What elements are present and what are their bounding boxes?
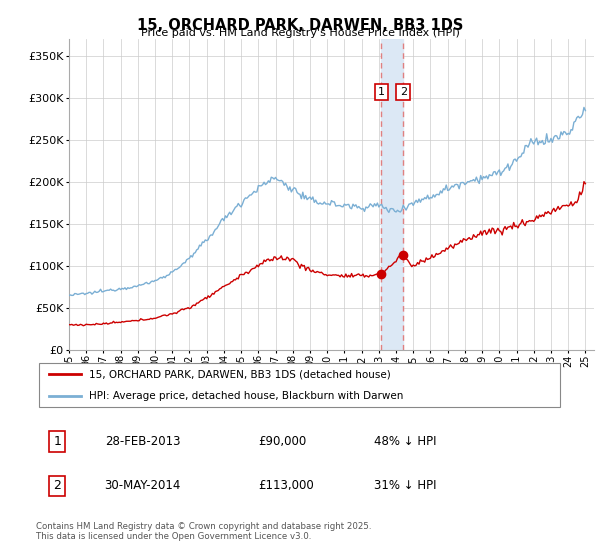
Text: 2: 2 bbox=[53, 479, 61, 492]
Text: £113,000: £113,000 bbox=[258, 479, 314, 492]
Text: 1: 1 bbox=[378, 87, 385, 97]
Text: 15, ORCHARD PARK, DARWEN, BB3 1DS: 15, ORCHARD PARK, DARWEN, BB3 1DS bbox=[137, 18, 463, 33]
Text: 1: 1 bbox=[53, 435, 61, 448]
Text: Contains HM Land Registry data © Crown copyright and database right 2025.
This d: Contains HM Land Registry data © Crown c… bbox=[36, 522, 371, 542]
Text: £90,000: £90,000 bbox=[258, 435, 306, 448]
Text: 30-MAY-2014: 30-MAY-2014 bbox=[104, 479, 181, 492]
Bar bbox=[382, 39, 403, 350]
Text: HPI: Average price, detached house, Blackburn with Darwen: HPI: Average price, detached house, Blac… bbox=[89, 391, 403, 401]
Text: 48% ↓ HPI: 48% ↓ HPI bbox=[374, 435, 436, 448]
Text: Price paid vs. HM Land Registry's House Price Index (HPI): Price paid vs. HM Land Registry's House … bbox=[140, 28, 460, 38]
Text: 2: 2 bbox=[400, 87, 407, 97]
Text: 28-FEB-2013: 28-FEB-2013 bbox=[104, 435, 180, 448]
FancyBboxPatch shape bbox=[38, 363, 560, 407]
Text: 15, ORCHARD PARK, DARWEN, BB3 1DS (detached house): 15, ORCHARD PARK, DARWEN, BB3 1DS (detac… bbox=[89, 369, 391, 379]
Text: 31% ↓ HPI: 31% ↓ HPI bbox=[374, 479, 436, 492]
